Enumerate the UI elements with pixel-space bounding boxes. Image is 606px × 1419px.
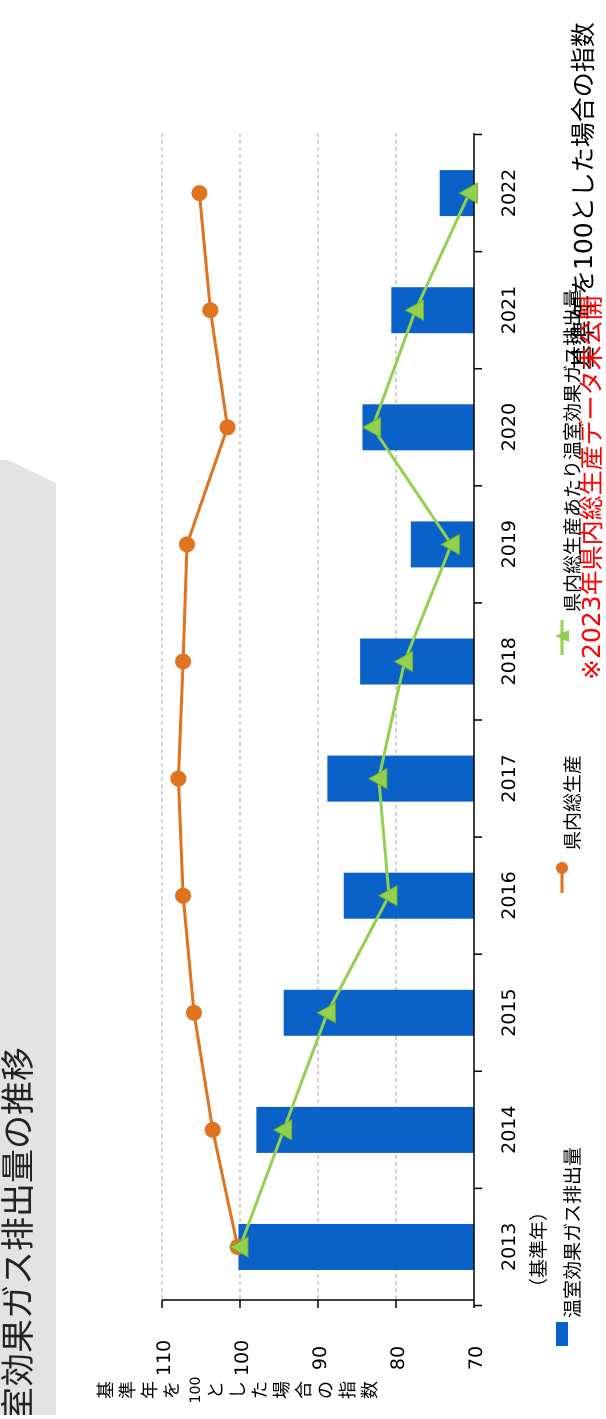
chart-subtitle: 基準年を100とした場合の指数	[569, 22, 598, 370]
point-intensity-2020	[361, 416, 382, 439]
legend-label-emissions: 温室効果ガス排出量	[562, 1147, 584, 1318]
x-tick-label-2014: 2014	[498, 1106, 520, 1154]
y-axis-label-part: の	[316, 1381, 337, 1399]
point-intensity-2013	[228, 1236, 249, 1258]
point-intensity-2017	[367, 767, 388, 790]
y-axis-label-part: 準	[118, 1381, 139, 1399]
y-tick-label-110: 110	[153, 1340, 175, 1376]
x-tick-label-2013: 2013	[498, 1223, 520, 1271]
x-tick-label-2016: 2016	[498, 871, 520, 919]
y-axis-label-part: を	[162, 1381, 183, 1399]
bar-2014	[256, 1106, 474, 1153]
point-gdp-2015	[185, 1004, 202, 1021]
point-gdp-2016	[175, 887, 192, 904]
legend-label-intensity: 県内総生産あたり温室効果ガス排出量	[562, 289, 584, 612]
title-banner	[0, 460, 56, 1415]
point-intensity-2014	[272, 1119, 293, 1141]
point-intensity-2018	[393, 650, 414, 673]
point-intensity-2015	[316, 1001, 336, 1024]
x-tick-label-2017: 2017	[498, 754, 520, 802]
bar-2016	[343, 872, 474, 919]
y-tick-label-70: 70	[465, 1346, 487, 1370]
x-tick-label-2019: 2019	[498, 520, 520, 568]
legend-marker-gdp	[556, 862, 568, 874]
bar-2021	[391, 287, 474, 334]
point-gdp-2021	[202, 302, 219, 319]
line-gdp	[176, 192, 240, 1248]
chart-title: 温室効果ガス排出量の推移	[0, 1047, 39, 1415]
point-intensity-2021	[404, 299, 424, 322]
y-axis-label-part: た	[250, 1381, 271, 1399]
tick-label-layer: 70 80 90 100 110 2013 2014 2015 2016 2017 2018 2019…	[96, 169, 550, 1404]
legend-swatch-emissions	[556, 1322, 568, 1346]
axis-layer	[161, 133, 482, 1308]
y-tick-label-80: 80	[387, 1346, 409, 1370]
y-axis-label-part: と	[206, 1381, 227, 1399]
y-axis-label-part: 数	[360, 1381, 381, 1399]
point-gdp-2022	[191, 185, 208, 202]
bar-2015	[283, 989, 474, 1036]
bar-2018	[360, 638, 474, 685]
bar-2013	[238, 1224, 474, 1270]
x-tick-label-2018: 2018	[498, 637, 520, 685]
point-gdp-2018	[175, 653, 192, 670]
point-intensity-2022	[458, 182, 478, 204]
x-tick-label-2020: 2020	[498, 403, 520, 451]
y-axis-label-part: 場	[272, 1381, 293, 1399]
x-tick-label-2021: 2021	[498, 286, 520, 334]
point-gdp-2020	[219, 419, 236, 436]
legend: 温室効果ガス排出量 県内総生産 県内総生産あたり温室効果ガス排出量	[555, 289, 584, 1346]
bar-series-layer	[238, 170, 474, 1270]
grid-layer	[161, 133, 397, 1300]
line-series-layer	[170, 182, 478, 1258]
y-axis-label-part: 年	[140, 1381, 161, 1399]
y-axis-label-part: 指	[338, 1381, 359, 1399]
y-axis-label-part: 100	[188, 1377, 204, 1404]
point-gdp-2014	[204, 1121, 221, 1138]
x-tick-label-note: （基準年）	[528, 1202, 550, 1297]
y-axis-label-part: 合	[294, 1381, 315, 1399]
point-gdp-2017	[170, 770, 187, 787]
y-axis-label-part: し	[228, 1381, 249, 1399]
point-intensity-2019	[440, 533, 460, 556]
legend-marker-intensity	[555, 630, 569, 642]
y-tick-label-90: 90	[309, 1346, 331, 1370]
x-tick-label-2015: 2015	[498, 988, 520, 1036]
x-tick-label-2022: 2022	[498, 169, 520, 217]
y-tick-label-100: 100	[231, 1340, 253, 1376]
data-note: ※2023年県内総生産データ未公開	[577, 295, 606, 680]
y-axis-label-part: 基	[96, 1381, 117, 1399]
point-intensity-2016	[377, 884, 398, 907]
point-gdp-2019	[178, 536, 195, 553]
bar-2017	[327, 755, 474, 802]
legend-label-gdp: 県内総生産	[562, 755, 584, 850]
line-intensity	[238, 192, 471, 1248]
